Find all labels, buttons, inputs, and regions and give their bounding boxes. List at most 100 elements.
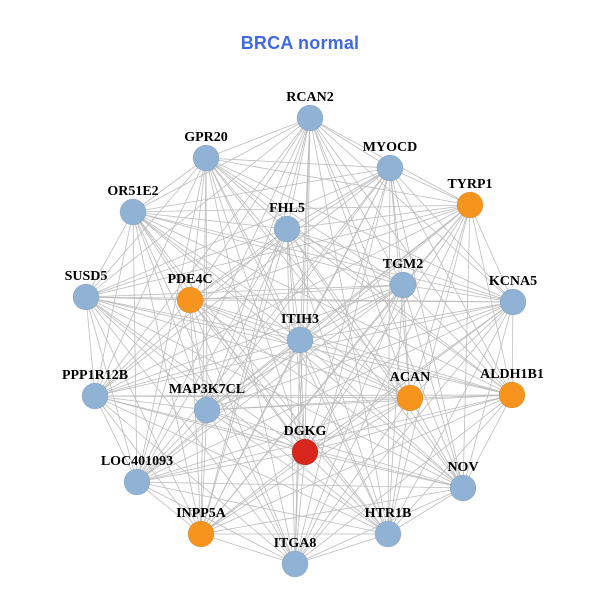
network-edge [85,296,208,411]
network-edge [189,117,311,301]
network-edge [286,204,471,230]
network-edge [299,284,404,341]
network-edge [94,157,207,397]
network-edge [409,394,513,399]
node-label-DGKG: DGKG [284,424,327,439]
network-edge [94,395,208,411]
node-label-NOV: NOV [447,460,478,475]
node-label-PPP1R12B: PPP1R12B [62,368,128,383]
network-edge [309,117,404,286]
network-edge [205,157,208,411]
network-edge [206,409,306,453]
network-edge [85,117,311,298]
network-edge [136,481,296,565]
network-edge [189,299,301,341]
network-edge [85,228,288,298]
network-edge [132,211,138,483]
network-edge [299,117,311,341]
network-node-LOC401093 [123,468,151,496]
network-node-FHL5 [273,215,301,243]
network-edge [299,339,464,489]
node-label-ACAN: ACAN [390,370,430,385]
network-edge [387,301,514,535]
network-edge [309,117,514,303]
network-edge [309,117,391,169]
network-edge [85,296,138,483]
network-edge [205,157,391,169]
network-edge [132,211,389,535]
network-edge [469,204,514,303]
network-edge [85,211,134,298]
network-edge [200,157,207,535]
network-edge [85,296,411,399]
network-edge [304,451,464,489]
network-edge [286,228,411,399]
network-edge [136,451,306,483]
network-edge [206,409,296,565]
network-edge [132,167,391,213]
network-edge [189,299,296,565]
network-edge [205,117,311,159]
node-label-INPP5A: INPP5A [176,506,227,521]
network-edge [200,533,296,565]
node-label-RCAN2: RCAN2 [286,90,333,105]
network-edge [189,299,389,535]
network-edge [294,394,513,565]
network-edge [304,451,389,535]
network-edge [200,394,513,535]
network-edge [304,397,411,453]
network-edge [85,167,391,298]
node-label-TYRP1: TYRP1 [447,177,492,192]
network-edge [132,157,207,213]
network-edge [136,284,404,483]
network-edge [294,451,306,565]
network-edge [387,204,471,535]
network-edge [189,299,513,396]
network-edge [286,167,391,230]
network-edge [304,394,513,453]
network-edge [409,397,464,489]
network-edge [136,157,207,483]
network-node-MYOCD [376,154,404,182]
plot-title: BRCA normal [240,33,360,53]
node-label-GPR20: GPR20 [184,130,228,145]
network-edge [200,339,301,535]
network-edge [189,228,288,301]
network-edge [200,284,404,535]
network-edge [309,117,464,489]
network-node-OR51E2 [119,198,147,226]
network-edge [94,395,202,535]
node-label-ALDH1B1: ALDH1B1 [480,367,544,382]
network-node-ITGA8 [281,550,309,578]
network-edge [205,157,513,396]
network-edge [205,157,464,489]
network-edge [136,481,202,535]
node-label-SUSD5: SUSD5 [65,269,108,284]
network-edge [85,296,202,535]
network-edge [94,211,134,397]
network-node-PPP1R12B [81,382,109,410]
network-node-ITIH3 [286,326,314,354]
network-edge [205,157,411,399]
network-edge [286,228,296,565]
network-edge [132,211,513,396]
network-edge [299,339,306,453]
network-edge [462,394,513,489]
network-edge [136,409,208,483]
node-label-FHL5: FHL5 [269,201,305,216]
network-edge [469,204,513,396]
network-edge [206,409,464,489]
network-edge [189,204,471,301]
network-edge [206,394,513,411]
network-edge [189,284,404,301]
node-label-HTR1B: HTR1B [365,506,412,521]
network-node-RCAN2 [296,104,324,132]
network-edge [309,117,513,396]
nodes-layer [72,104,527,578]
network-edge [299,339,411,399]
network-edge [136,301,514,483]
network-edge [132,204,471,213]
network-edge [85,296,296,565]
network-edge [94,394,513,397]
network-edge [294,533,389,565]
